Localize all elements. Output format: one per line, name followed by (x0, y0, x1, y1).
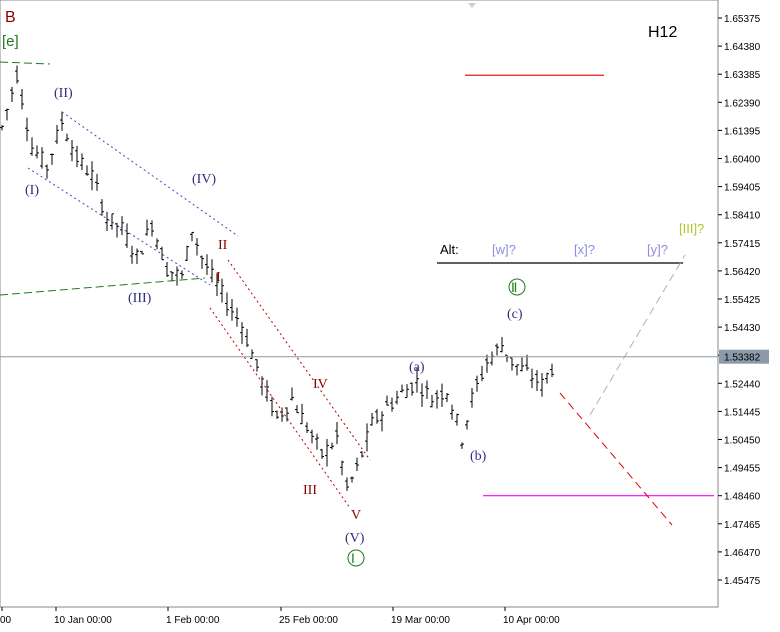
channel-lower-blue (27, 167, 211, 286)
y-tick-label-3: 1.62390 (724, 98, 761, 109)
green-dashed-top (0, 61, 51, 65)
label-sub-1: I (216, 270, 221, 285)
projection-up (589, 254, 686, 416)
y-tick-label-9: 1.56420 (724, 267, 761, 278)
y-tick-label-6: 1.59405 (724, 183, 761, 194)
x-tick-label-1: 10 Jan 00:00 (54, 615, 112, 626)
y-tick-label-10: 1.55425 (724, 295, 761, 306)
label-sub-5: V (351, 508, 361, 523)
y-tick-label-16: 1.49455 (724, 464, 761, 475)
plot-area (0, 0, 719, 608)
y-tick-label-18: 1.47465 (724, 520, 761, 531)
label-alt-y: [y]? (647, 242, 668, 257)
label-wave-b: (b) (470, 449, 487, 464)
label-wave-1: (I) (25, 183, 39, 198)
x-tick-label-5: 10 Apr 00:00 (503, 615, 560, 626)
channel-lower-red (209, 307, 351, 509)
y-tick-label-11: 1.54430 (724, 323, 761, 334)
x-tick-label-2: 1 Feb 00:00 (166, 615, 220, 626)
top-marker (468, 3, 476, 8)
current-price-label: 1.53382 (724, 353, 761, 364)
x-tick-label-3: 25 Feb 00:00 (279, 615, 338, 626)
y-tick-label-17: 1.48460 (724, 492, 761, 503)
circle-1-marker (347, 549, 365, 567)
label-sub-4: IV (313, 377, 328, 392)
candles (0, 65, 554, 491)
x-tick-label-4: 19 Mar 00:00 (391, 615, 450, 626)
y-axis: 1.65375 1.64380 1.63385 1.62390 1.61395 1.604… (0, 14, 769, 587)
y-tick-label-4: 1.61395 (724, 126, 761, 137)
y-tick-label-5: 1.60400 (724, 155, 761, 166)
y-tick-label-7: 1.58410 (724, 211, 761, 222)
label-circle-1: Ⅰ (351, 551, 355, 566)
y-tick-label-2: 1.63385 (724, 70, 761, 81)
y-tick-label-20: 1.45475 (724, 576, 761, 587)
green-dashed-bottom (0, 277, 206, 296)
circle-2-marker (508, 278, 526, 296)
y-tick-label-14: 1.51445 (724, 407, 761, 418)
y-tick-label-19: 1.46470 (724, 548, 761, 559)
label-wave-2: (II) (54, 86, 73, 101)
x-axis: 00 10 Jan 00:00 1 Feb 00:00 25 Feb 00:00 19 … (0, 607, 560, 626)
label-alt: Alt: (440, 242, 459, 257)
label-sub-3: III (303, 483, 317, 498)
y-tick-label-0: 1.65375 (724, 14, 761, 25)
label-wave-4: (IV) (192, 172, 216, 187)
label-alt-x: [x]? (574, 242, 595, 257)
label-wave-3: (III) (128, 291, 152, 306)
timeframe-label: H12 (648, 24, 677, 41)
y-tick-label-15: 1.50450 (724, 436, 761, 447)
label-wave-5: (V) (345, 531, 365, 546)
channel-upper-blue (61, 111, 239, 237)
y-tick-label-8: 1.57415 (724, 239, 761, 250)
current-price-badge (719, 349, 769, 364)
label-circle-2: Ⅱ (511, 280, 517, 295)
label-wave-c: (c) (507, 307, 523, 322)
label-sub-2: II (218, 238, 228, 253)
y-tick-label-1: 1.64380 (724, 42, 761, 53)
x-tick-label-0: 00 (0, 615, 12, 626)
y-tick-label-13: 1.52440 (724, 379, 761, 390)
wave-labels: B [e] (II) (I) (IV) (III) (V) II I IV II… (2, 9, 704, 567)
channel-upper-red (227, 259, 371, 461)
label-wave-a: (a) (409, 360, 425, 375)
projection-down (559, 392, 673, 526)
overlays (0, 3, 714, 526)
label-b: B (5, 9, 16, 26)
label-e: [e] (2, 33, 19, 50)
label-alt-w: [w]? (492, 242, 516, 257)
label-target-3: [III]? (679, 221, 704, 236)
